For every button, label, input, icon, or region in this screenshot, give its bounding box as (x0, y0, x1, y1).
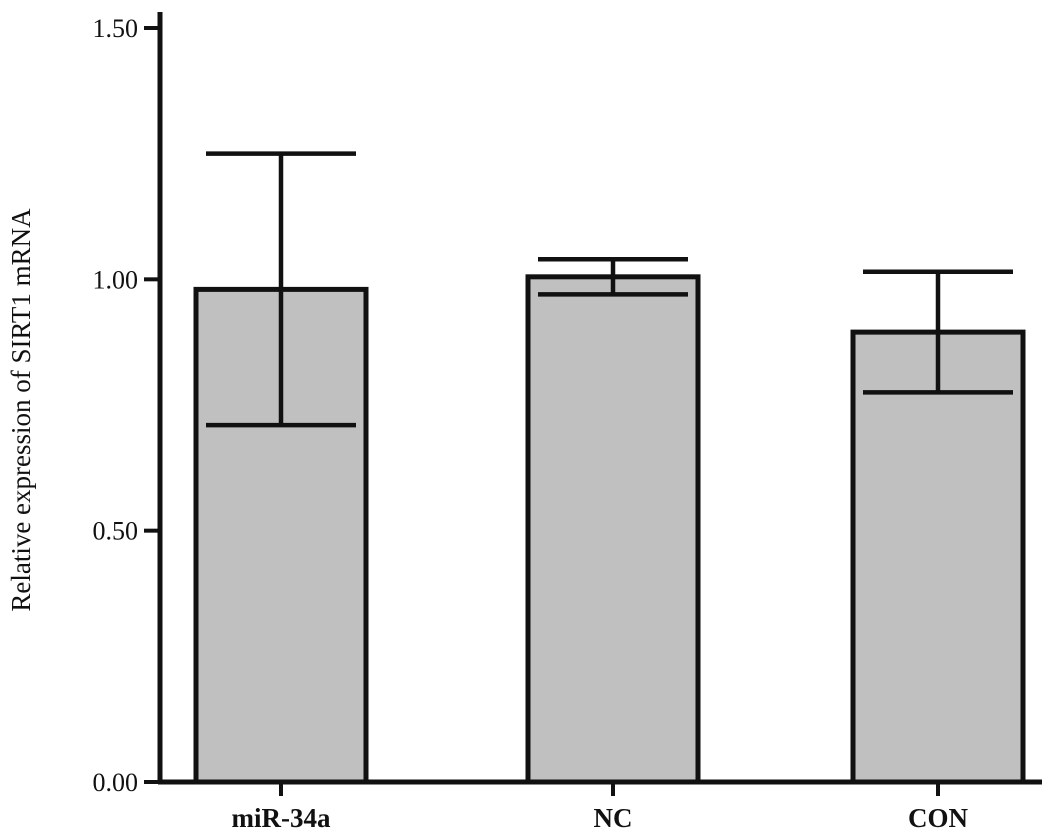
y-tick-label: 0.50 (93, 517, 139, 546)
y-axis-label: Relative expression of SIRT1 mRNA (6, 208, 36, 612)
x-category-label: CON (908, 803, 969, 833)
y-tick-label: 0.00 (93, 768, 139, 797)
x-category-label: miR-34a (232, 803, 331, 833)
error-bar-mir-34a (206, 151, 356, 428)
y-tick-label: 1.50 (93, 14, 139, 43)
bar-nc (525, 274, 701, 785)
x-category-label: NC (594, 803, 633, 833)
bars-group (193, 274, 1026, 785)
error-bar-con (863, 269, 1013, 395)
error-bars-group (206, 151, 1013, 428)
y-tick-label: 1.00 (93, 265, 139, 294)
error-bar-nc (538, 256, 688, 297)
bar-con (850, 329, 1026, 785)
axes-group: 0.00 0.50 1.00 1.50 miR-34a NC CON (93, 12, 1042, 833)
